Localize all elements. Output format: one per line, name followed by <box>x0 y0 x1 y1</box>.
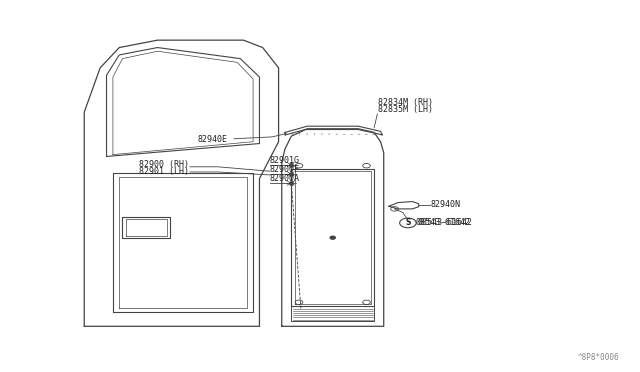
Text: S: S <box>405 218 411 227</box>
Text: ^8P8*0006: ^8P8*0006 <box>578 353 620 362</box>
Text: 08543-61642: 08543-61642 <box>415 218 470 227</box>
Text: 82901G: 82901G <box>269 155 300 165</box>
Text: 82940E: 82940E <box>198 135 228 144</box>
Text: 82900 (RH): 82900 (RH) <box>140 160 189 169</box>
Text: 82940N: 82940N <box>431 201 461 209</box>
Text: 82900F: 82900F <box>269 165 300 174</box>
Text: 82835M (LH): 82835M (LH) <box>378 105 433 114</box>
Text: 08543-61642: 08543-61642 <box>417 218 472 227</box>
Text: 82900A: 82900A <box>269 174 300 183</box>
Circle shape <box>330 236 335 239</box>
Text: 82901 (LH): 82901 (LH) <box>140 167 189 176</box>
Text: 82834M (RH): 82834M (RH) <box>378 97 433 107</box>
